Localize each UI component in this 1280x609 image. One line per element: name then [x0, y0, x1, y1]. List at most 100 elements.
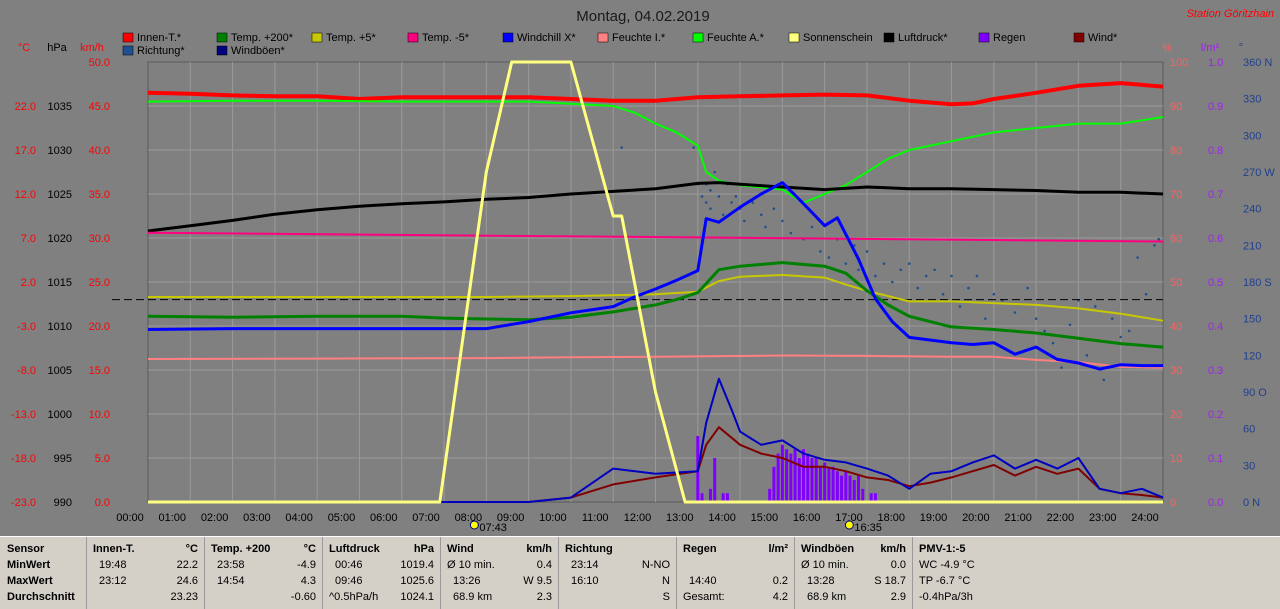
series-line-sonnenschein: [148, 60, 1163, 504]
temp200-title: Temp. +200: [211, 543, 271, 555]
direction-tick-label: 60: [1243, 424, 1255, 436]
x-tick-label: 02:00: [201, 512, 229, 524]
rain-bar: [852, 480, 856, 502]
direction-point: [1102, 378, 1106, 382]
x-tick-label: 24:00: [1131, 512, 1159, 524]
innen-min-time: 19:48: [99, 559, 127, 571]
windboen-max-time: 13:28: [807, 575, 835, 587]
axis-unit-pressure: hPa: [47, 42, 67, 54]
direction-point: [810, 225, 814, 229]
legend-label: Innen-T.*: [137, 32, 182, 44]
temp-tick-label: -8.0: [17, 365, 36, 377]
direction-point: [984, 317, 987, 320]
station-label: Station Göritzhain: [1187, 8, 1274, 20]
legend-swatch: [692, 32, 704, 43]
rain-bar: [810, 458, 814, 502]
statistics-panel: Sensor MinWert MaxWert Durchschnitt Inne…: [0, 536, 1280, 609]
humidity-tick-label: 70: [1170, 189, 1182, 201]
axis-unit-temp: °C: [18, 42, 30, 54]
rain-tick-label: 0.2: [1208, 409, 1223, 421]
legend-label: Sonnenschein: [803, 32, 873, 44]
wind-tick-label: 45.0: [89, 101, 110, 113]
temp200-avg: -0.60: [290, 591, 316, 603]
axis-unit-humidity: %: [1162, 42, 1172, 54]
humidity-tick-label: 40: [1170, 321, 1182, 333]
wind-min: 0.4: [536, 559, 552, 571]
rain-bar: [873, 493, 877, 502]
direction-point: [734, 195, 738, 198]
direction-point: [975, 274, 979, 278]
pressure-tick-label: 995: [54, 453, 72, 465]
pmv-dewpoint: TP -6.7 °C: [919, 575, 971, 587]
row-label-max: MaxWert: [7, 575, 53, 587]
direction-point: [713, 170, 717, 174]
legend-label: Feuchte I.*: [612, 32, 666, 44]
direction-point: [709, 189, 712, 192]
temp-tick-label: -23.0: [11, 497, 36, 509]
direction-point: [844, 262, 848, 265]
luftdruck-avg: 1024.1: [400, 591, 434, 603]
luftdruck-tendency: ^0.5hPa/h: [329, 591, 379, 603]
luftdruck-max-time: 09:46: [335, 575, 363, 587]
stats-sensor: Sensor MinWert MaxWert Durchschnitt: [0, 537, 87, 609]
x-tick-label: 00:00: [116, 512, 144, 524]
rain-tick-label: 0.3: [1208, 365, 1223, 377]
direction-tick-label: 210: [1243, 240, 1261, 252]
x-tick-label: 17:00: [835, 512, 863, 524]
wind-tick-label: 25.0: [89, 277, 110, 289]
direction-point: [891, 280, 894, 284]
rain-bar: [789, 453, 793, 502]
direction-point: [874, 274, 877, 278]
x-tick-label: 06:00: [370, 512, 398, 524]
windboen-min: 0.0: [890, 559, 906, 571]
pmv-tendency: -0.4hPa/3h: [919, 591, 973, 603]
wind-max: W 9.5: [523, 575, 552, 587]
legend-label: Regen: [993, 32, 1025, 44]
richtung-max-time: 16:10: [571, 575, 599, 587]
legend-label: Temp. +5*: [326, 32, 377, 44]
legend-label: Wind*: [1088, 32, 1118, 44]
direction-point: [916, 286, 920, 290]
rain-bar: [827, 466, 831, 502]
rain-bar: [844, 471, 848, 502]
wind-tick-label: 30.0: [89, 233, 110, 245]
wind-unit: km/h: [526, 543, 552, 555]
rain-bar: [721, 493, 725, 502]
pmv-title: PMV-1:-5: [919, 543, 966, 555]
regen-unit: l/m²: [768, 543, 788, 555]
legend-label: Richtung*: [137, 45, 185, 57]
direction-point: [717, 195, 721, 198]
direction-point: [1043, 329, 1046, 333]
legend-swatch: [122, 45, 134, 56]
direction-point: [1051, 341, 1055, 345]
wind-distance: 68.9 km: [453, 591, 493, 603]
humidity-tick-label: 20: [1170, 409, 1182, 421]
innen-unit: °C: [185, 543, 198, 555]
pressure-tick-label: 1015: [48, 277, 72, 289]
direction-point: [1094, 305, 1097, 308]
wind-tick-label: 50.0: [89, 57, 110, 69]
humidity-tick-label: 90: [1170, 101, 1182, 113]
direction-point: [958, 305, 962, 308]
direction-point: [759, 213, 763, 217]
weather-chart: Montag, 04.02.2019 Station Göritzhain In…: [11, 8, 1275, 534]
legend-swatch: [311, 32, 323, 43]
x-tick-label: 15:00: [751, 512, 779, 524]
direction-point: [781, 219, 784, 223]
direction-point: [907, 262, 911, 265]
temp-tick-label: -18.0: [11, 453, 36, 465]
direction-point: [1144, 292, 1148, 296]
direction-point: [620, 146, 623, 149]
direction-tick-label: 240: [1243, 204, 1261, 216]
direction-point: [751, 201, 755, 204]
axis-unit-direction: °: [1239, 42, 1243, 54]
rain-tick-label: 0.6: [1208, 233, 1223, 245]
x-axis: 00:00 01:00 02:00 03:00 04:00 05:00 06:00 07:00…: [116, 512, 1159, 534]
windboen-max: S 18.7: [874, 575, 906, 587]
windboen-unit: km/h: [880, 543, 906, 555]
legend-swatch: [216, 45, 228, 56]
x-tick-label: 23:00: [1089, 512, 1117, 524]
innen-title: Innen-T.: [93, 543, 135, 555]
stats-innen: Innen-T. °C 19:48 22.2 23:12 24.6 23.23: [87, 537, 205, 609]
direction-point: [1157, 237, 1161, 241]
